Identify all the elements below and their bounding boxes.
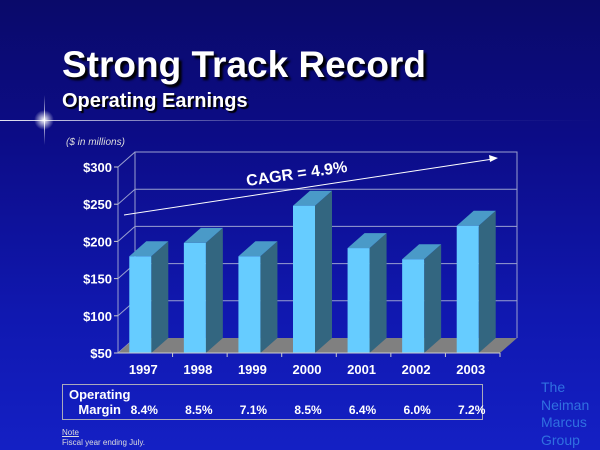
note-heading: Note bbox=[62, 428, 79, 437]
cagr-arrowhead bbox=[489, 155, 498, 162]
logo-line: The bbox=[541, 379, 566, 395]
bar-top bbox=[456, 210, 496, 226]
flare-icon bbox=[34, 110, 54, 130]
bar-side bbox=[151, 241, 169, 353]
margin-value: 6.4% bbox=[348, 403, 377, 417]
gridline-side bbox=[117, 226, 136, 242]
bar-top bbox=[293, 190, 332, 206]
bar-top bbox=[238, 241, 278, 257]
note-text: Fiscal year ending July. bbox=[62, 438, 145, 447]
y-tick-label: $300 bbox=[83, 160, 112, 175]
company-logo: The Neiman Marcus Group bbox=[541, 379, 589, 449]
cagr-arrow bbox=[123, 158, 494, 216]
logo-line: Group bbox=[541, 431, 580, 448]
bar-top bbox=[347, 233, 387, 249]
slide-subtitle: Operating Earnings bbox=[62, 90, 248, 112]
x-tick-label: 2003 bbox=[456, 362, 485, 377]
y-tick-label: $150 bbox=[83, 272, 112, 287]
bar-side bbox=[478, 210, 496, 353]
margin-label-line2: Margin bbox=[78, 402, 122, 417]
bar-side bbox=[315, 190, 332, 353]
bar-side bbox=[424, 244, 442, 353]
bar bbox=[347, 248, 370, 353]
bar bbox=[238, 256, 261, 353]
bar-top bbox=[183, 227, 223, 243]
logo-line: Marcus bbox=[541, 414, 587, 430]
bar-top bbox=[402, 244, 442, 260]
x-tick-label: 1999 bbox=[238, 362, 267, 377]
gridline-side bbox=[117, 151, 136, 168]
margin-value: 7.2% bbox=[458, 403, 486, 417]
margin-value: 8.4% bbox=[130, 403, 158, 417]
y-tick-label: $50 bbox=[90, 346, 112, 361]
bar bbox=[456, 225, 479, 353]
decorative-line bbox=[0, 120, 600, 121]
margin-value: 7.1% bbox=[239, 403, 268, 417]
y-tick-label: $200 bbox=[83, 234, 112, 249]
bar-side bbox=[369, 233, 387, 353]
margin-value: 8.5% bbox=[185, 403, 213, 417]
x-tick-label: 2001 bbox=[347, 362, 376, 377]
y-tick-label: $100 bbox=[83, 309, 112, 324]
bar-side bbox=[205, 227, 223, 353]
margin-label: Operating Margin bbox=[69, 387, 130, 417]
x-tick-label: 2000 bbox=[293, 362, 322, 377]
note: Note Fiscal year ending July. bbox=[62, 428, 145, 448]
cagr-annotation: CAGR = 4.9% bbox=[245, 159, 348, 190]
margin-value: 6.0% bbox=[403, 403, 431, 417]
margin-label-line1: Operating bbox=[69, 387, 131, 402]
bar bbox=[129, 256, 152, 353]
y-tick-label: $250 bbox=[83, 197, 112, 212]
bar-top bbox=[129, 241, 169, 257]
bar bbox=[402, 259, 425, 353]
gridline-side bbox=[117, 188, 136, 205]
bar-side bbox=[260, 241, 278, 353]
operating-margin-table: Operating Margin 8.4% 8.5% 7.1% 8.5% 6.4% 6.0%… bbox=[62, 384, 485, 420]
logo-line: Neiman bbox=[541, 396, 590, 413]
bar bbox=[293, 205, 315, 353]
x-tick-label: 1998 bbox=[183, 362, 212, 377]
bar bbox=[183, 242, 206, 353]
slide-title: Strong Track Record bbox=[62, 44, 426, 85]
x-tick-label: 2002 bbox=[402, 362, 431, 377]
margin-value: 8.5% bbox=[294, 403, 322, 417]
units-label: ($ in millions) bbox=[66, 137, 125, 148]
x-tick-label: 1997 bbox=[129, 362, 158, 377]
